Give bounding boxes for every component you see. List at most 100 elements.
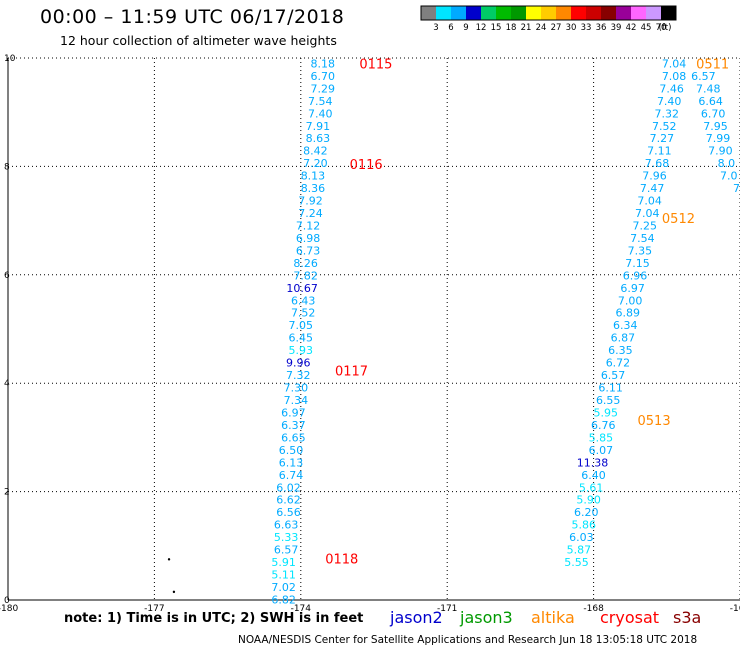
data-point-altika: 5.61 (579, 481, 604, 494)
data-point-altika-2: 7.95 (703, 120, 728, 133)
data-point-altika: 7.04 (662, 57, 687, 70)
data-point-cryosat: 6.57 (274, 544, 299, 557)
pass-time-label: 0513 (638, 414, 671, 429)
footer-credit: NOAA/NESDIS Center for Satellite Applica… (238, 634, 698, 646)
data-point-cryosat: 8.18 (310, 57, 335, 70)
data-point-cryosat: 7.40 (308, 107, 333, 120)
y-tick-label: 8 (4, 162, 10, 172)
data-point-altika: 7.54 (630, 232, 655, 245)
data-dot (167, 558, 171, 561)
data-point-cryosat: 6.37 (281, 419, 306, 432)
data-point-altika: 7.15 (625, 257, 650, 270)
data-point-cryosat: 7.34 (284, 394, 309, 407)
data-point-altika: 7.08 (662, 70, 687, 83)
color-scale-label: 30 (566, 23, 577, 33)
chart-subtitle: 12 hour collection of altimeter wave hei… (60, 33, 337, 48)
data-point-cryosat: 7.20 (303, 157, 328, 170)
pass-time-label: 0117 (335, 365, 368, 380)
color-scale-label: 45 (641, 23, 652, 33)
data-point-cryosat: 6.63 (274, 519, 299, 532)
color-scale-unit: (ft) (659, 23, 672, 33)
data-point-cryosat: 6.13 (279, 456, 304, 469)
color-scale-label: 42 (626, 23, 637, 33)
data-point-cryosat: 6.74 (279, 469, 304, 482)
pass-time-label: 0115 (359, 57, 392, 72)
legend-altika: altika (531, 608, 575, 627)
data-point-altika: 5.86 (572, 519, 597, 532)
data-point-altika: 6.34 (613, 319, 638, 332)
footer-note: note: 1) Time is in UTC; 2) SWH is in fe… (64, 611, 364, 626)
data-point-altika: 7.47 (640, 182, 665, 195)
color-scale-swatch (616, 6, 631, 20)
y-tick-label: 2 (4, 488, 10, 498)
data-point-cryosat: 6.50 (279, 444, 304, 457)
color-scale-swatch (436, 6, 451, 20)
pass-time-label: 0511 (696, 57, 729, 72)
x-tick-label: -177 (144, 604, 164, 614)
data-point-cryosat: 7.05 (289, 319, 314, 332)
data-point-altika: 5.90 (576, 494, 601, 507)
y-tick-label: 6 (4, 271, 10, 281)
color-scale-label: 15 (491, 23, 502, 33)
data-point-cryosat: 6.98 (296, 232, 321, 245)
data-point-altika: 6.55 (596, 394, 621, 407)
legend-cryosat: cryosat (600, 608, 660, 627)
color-scale-swatch (496, 6, 511, 20)
data-point-altika-2: 6.64 (698, 95, 723, 108)
x-tick-label: -168 (583, 604, 604, 614)
data-point-altika: 6.87 (611, 332, 636, 345)
legend-jason2: jason2 (390, 608, 443, 627)
data-point-altika: 6.35 (608, 344, 633, 357)
data-point-cryosat: 7.82 (293, 269, 318, 282)
color-scale-label: 9 (463, 23, 468, 33)
data-point-altika: 11.38 (577, 456, 609, 469)
pass-time-label: 0118 (325, 552, 358, 567)
data-point-altika: 6.40 (581, 469, 606, 482)
data-point-cryosat: 5.93 (289, 344, 314, 357)
color-scale-swatch (451, 6, 466, 20)
color-scale-label: 27 (551, 23, 562, 33)
data-point-cryosat: 7.54 (308, 95, 333, 108)
data-point-cryosat: 8.13 (301, 170, 326, 183)
data-point-altika: 6.96 (623, 269, 648, 282)
color-scale-border (420, 5, 677, 21)
data-point-cryosat: 7.30 (284, 382, 309, 395)
color-scale-label: 24 (536, 23, 547, 33)
data-point-cryosat: 7.24 (298, 207, 323, 220)
data-point-altika-2: 7.0 (720, 170, 738, 183)
data-point-cryosat: 6.45 (289, 332, 314, 345)
data-point-cryosat: 7.91 (306, 120, 331, 133)
pass-time-label: 0116 (350, 158, 383, 173)
data-point-altika: 7.40 (657, 95, 682, 108)
data-dot (172, 590, 176, 594)
color-scale-label: 3 (433, 23, 438, 33)
data-point-altika: 6.72 (606, 357, 631, 370)
color-scale-swatch (646, 6, 661, 20)
color-scale-swatch (421, 6, 436, 20)
data-point-altika: 7.35 (628, 244, 653, 257)
color-scale-label: 12 (476, 23, 487, 33)
data-point-altika-2: 8.0 (718, 157, 736, 170)
data-point-altika: 7.52 (652, 120, 677, 133)
data-point-altika: 5.87 (567, 544, 592, 557)
x-tick-label: -180 (0, 604, 18, 614)
data-point-altika: 6.89 (615, 307, 640, 320)
data-point-cryosat: 8.42 (303, 145, 328, 158)
data-point-cryosat: 6.62 (276, 494, 301, 507)
color-scale-swatch (556, 6, 571, 20)
pass-time-label: 0512 (662, 212, 695, 227)
data-point-altika: 7.96 (642, 170, 667, 183)
y-tick-label: 4 (4, 379, 10, 389)
color-scale-swatch (586, 6, 601, 20)
data-point-cryosat: 7.02 (271, 581, 296, 594)
color-scale-swatch (571, 6, 586, 20)
color-scale-swatch (541, 6, 556, 20)
x-tick-label: -174 (291, 604, 312, 614)
data-point-altika: 7.04 (637, 195, 662, 208)
data-point-altika: 5.85 (589, 431, 614, 444)
data-point-altika: 6.20 (574, 506, 599, 519)
data-point-cryosat: 6.97 (281, 406, 306, 419)
data-point-cryosat: 5.33 (274, 531, 299, 544)
data-point-altika-2: 6.70 (701, 107, 726, 120)
data-point-cryosat: 10.67 (286, 282, 318, 295)
